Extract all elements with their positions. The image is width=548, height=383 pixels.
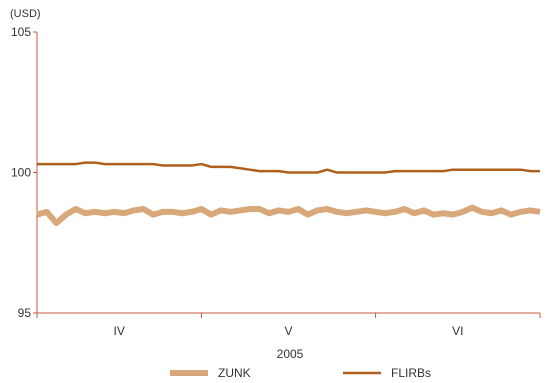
x-tick-label: VI (452, 324, 463, 338)
y-unit-label: (USD) (10, 8, 41, 20)
y-tick-label: 100 (11, 166, 31, 180)
series-line-zunk (36, 204, 541, 227)
series-line-flirbs (37, 161, 540, 174)
x-axis-title: 2005 (277, 347, 304, 361)
axes (33, 31, 541, 318)
legend-label-zunk: ZUNK (218, 366, 251, 380)
legend-label-flirbs: FLIRBs (391, 366, 431, 380)
y-tick-label: 95 (18, 306, 32, 320)
legend: ZUNK FLIRBs (170, 366, 431, 380)
tick-labels: 95 100 105 IV V VI (11, 25, 463, 338)
x-tick-label: V (284, 324, 292, 338)
x-tick-label: IV (114, 324, 125, 338)
y-tick-label: 105 (11, 25, 31, 39)
series-lines (36, 161, 541, 227)
